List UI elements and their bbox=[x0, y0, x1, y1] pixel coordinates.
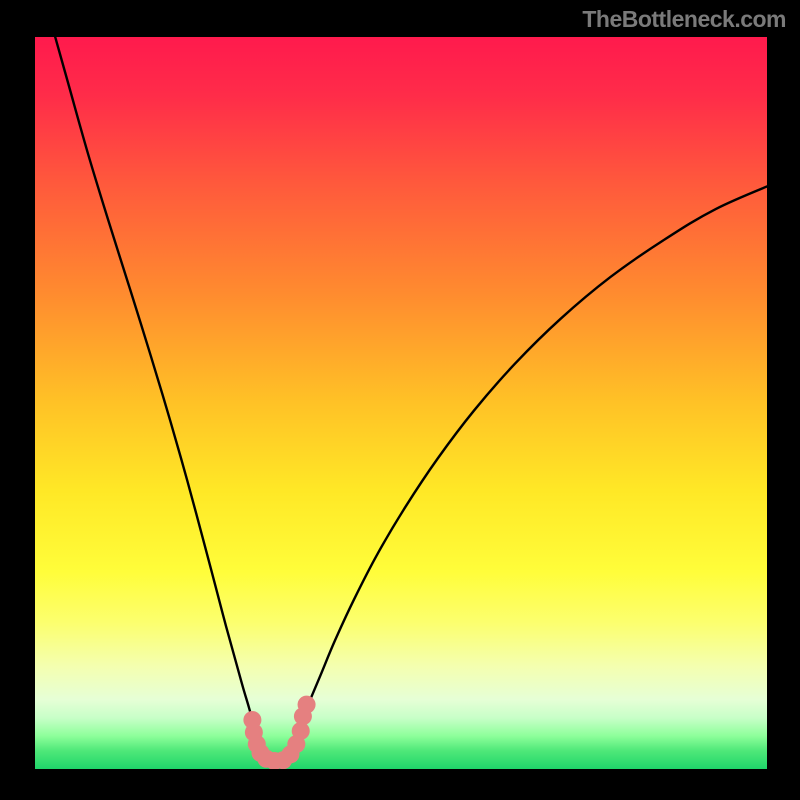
curve-left-branch bbox=[51, 37, 252, 720]
curve-right-branch bbox=[303, 183, 767, 716]
watermark-text: TheBottleneck.com bbox=[582, 6, 786, 33]
chart-frame: TheBottleneck.com bbox=[0, 0, 800, 800]
plot-area bbox=[35, 37, 767, 769]
data-marker bbox=[298, 696, 316, 714]
curve-svg bbox=[35, 37, 767, 769]
